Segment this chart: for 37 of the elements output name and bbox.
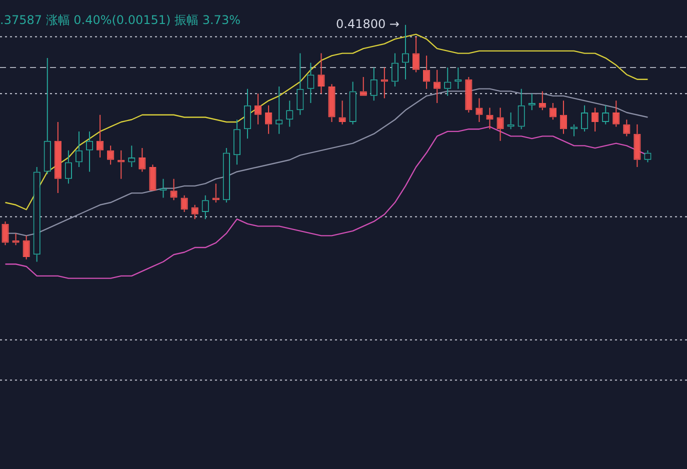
- candlestick: [33, 166, 40, 262]
- candlestick: [244, 88, 252, 140]
- candlestick: [118, 150, 125, 180]
- candlestick: [149, 164, 156, 191]
- annotation: 0.41800 →: [336, 16, 400, 31]
- candlestick: [560, 100, 568, 134]
- candlestick: [12, 232, 20, 246]
- candlestick: [222, 148, 230, 204]
- candlestick: [476, 98, 483, 122]
- candlestick: [580, 104, 588, 132]
- candlestick: [360, 76, 367, 96]
- candlestick: [22, 235, 30, 260]
- candlestick: [496, 107, 504, 142]
- candlestick: [233, 119, 241, 166]
- candlestick: [191, 204, 198, 220]
- candlestick: [634, 124, 641, 168]
- candlestick: [54, 121, 62, 194]
- annotation: .37587 涨幅 0.40%(0.00151) 振幅 3.73%: [0, 12, 240, 29]
- candlestick: [465, 76, 472, 114]
- candlestick: [338, 100, 346, 125]
- candlestick: [64, 150, 72, 184]
- candlestick: [349, 81, 356, 125]
- candlestick: [570, 124, 578, 137]
- candlestick: [44, 58, 51, 175]
- candlestick: [528, 93, 536, 111]
- candlestick: [307, 62, 314, 104]
- candlestick: [391, 52, 399, 87]
- candlestick: [538, 90, 546, 111]
- candlestick: [170, 178, 178, 201]
- candlestick: [370, 67, 378, 102]
- candlestick: [486, 107, 494, 130]
- candlestick: [2, 220, 9, 246]
- candlestick: [75, 130, 83, 168]
- candlestick: [518, 88, 525, 130]
- candlestick: [296, 52, 304, 116]
- candlestick: [412, 36, 420, 73]
- candlestick: [328, 84, 336, 122]
